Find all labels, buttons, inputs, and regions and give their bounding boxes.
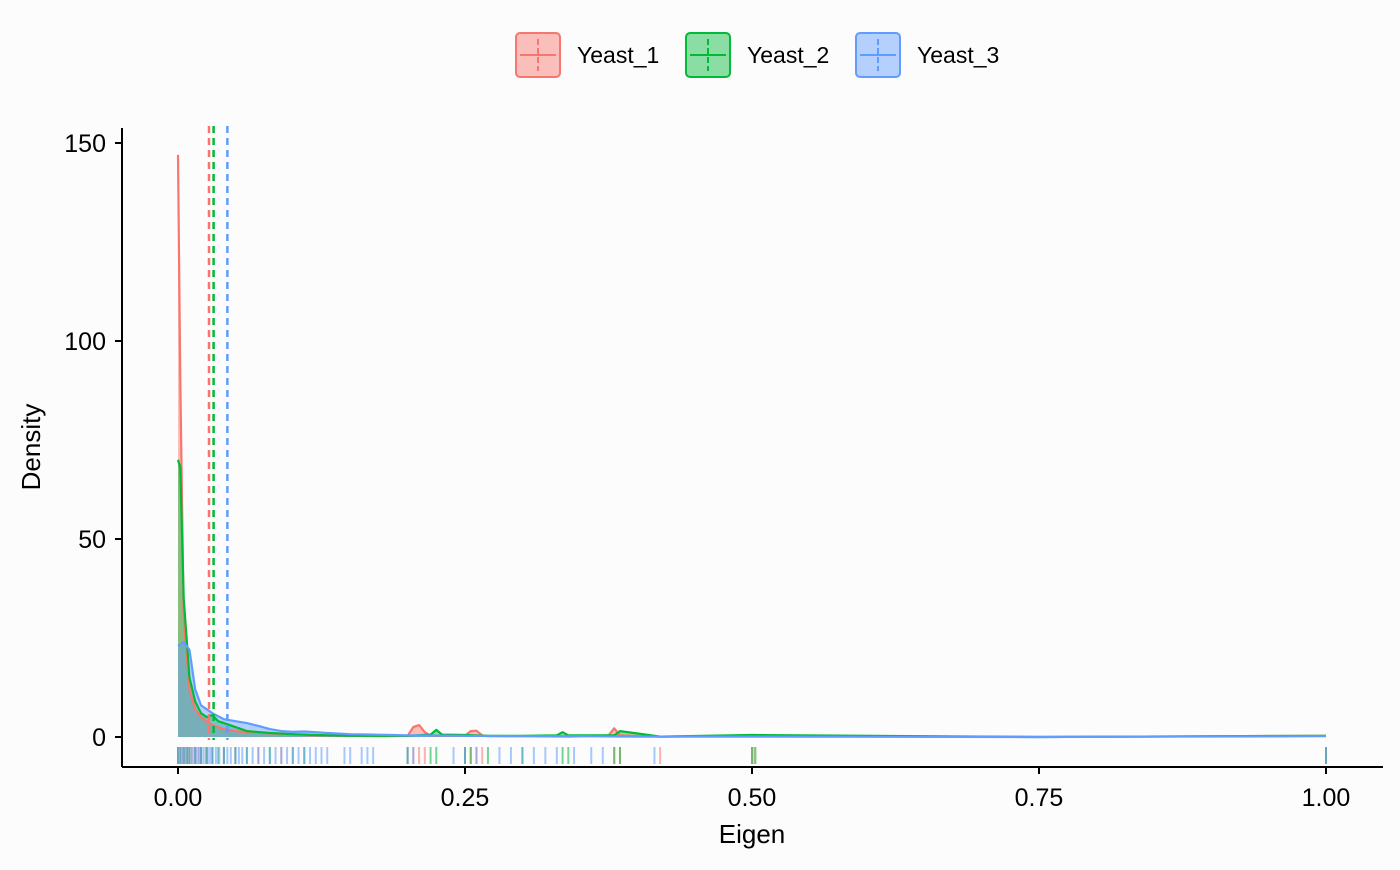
x-tick-label: 0.25 bbox=[441, 784, 490, 812]
density-line-yeast-1 bbox=[176, 154, 1327, 739]
y-ticks: 0 50 100 150 bbox=[64, 130, 122, 752]
density-area-yeast-2 bbox=[178, 459, 1326, 737]
x-axis-label: Eigen bbox=[719, 819, 786, 849]
y-tick-label: 150 bbox=[64, 130, 106, 158]
x-tick-label: 0.50 bbox=[728, 784, 777, 812]
density-area-yeast-3 bbox=[178, 642, 1326, 737]
x-tick-label: 0.75 bbox=[1015, 784, 1064, 812]
legend-item-yeast-2: Yeast_2 bbox=[685, 32, 829, 78]
mean-lines bbox=[207, 126, 229, 740]
legend-item-yeast-1: Yeast_1 bbox=[515, 32, 659, 78]
y-axis-label: Density bbox=[16, 404, 46, 491]
x-tick-label: 1.00 bbox=[1302, 784, 1351, 812]
legend: Yeast_1 Yeast_2 Yeast_3 bbox=[515, 32, 999, 78]
density-line-yeast-3 bbox=[177, 640, 1327, 739]
x-tick-label: 0.00 bbox=[154, 784, 203, 812]
y-tick-label: 100 bbox=[64, 328, 106, 356]
density-areas bbox=[178, 154, 1326, 737]
legend-item-yeast-3: Yeast_3 bbox=[855, 32, 999, 78]
x-ticks: 0.00 0.25 0.50 0.75 1.00 bbox=[154, 767, 1351, 812]
legend-label-yeast-1: Yeast_1 bbox=[577, 42, 659, 68]
rug-marks bbox=[177, 747, 1327, 764]
legend-label-yeast-3: Yeast_3 bbox=[917, 42, 999, 68]
axes bbox=[121, 128, 1383, 768]
legend-label-yeast-2: Yeast_2 bbox=[747, 42, 829, 68]
y-tick-label: 50 bbox=[78, 526, 106, 554]
y-tick-label: 0 bbox=[92, 724, 106, 752]
density-line-yeast-2 bbox=[176, 459, 1327, 739]
density-lines bbox=[176, 154, 1327, 739]
density-area-yeast-1 bbox=[178, 154, 1326, 737]
